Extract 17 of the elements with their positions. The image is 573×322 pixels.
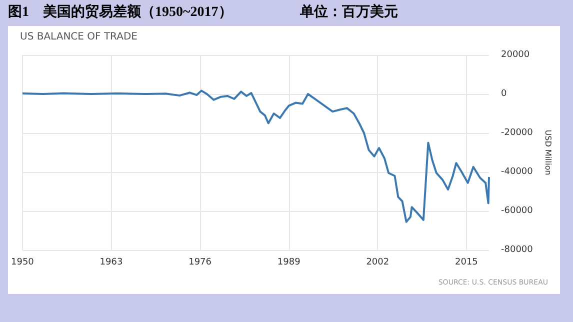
x-tick-label: 2015 [455,258,478,268]
y-tick-label: 20000 [501,50,530,60]
y-tick-label: -40000 [501,167,534,177]
y-tick-label: -80000 [501,245,534,255]
x-tick-label: 1963 [100,258,123,268]
y-tick-label: 0 [501,89,507,99]
x-tick-label: 2002 [366,258,390,268]
chart-subtitle: 单位：百万美元 [300,3,398,21]
y-axis-title: USD Million [543,130,552,176]
y-tick-label: -20000 [501,128,534,138]
chart-title: 图1 美国的贸易差额（1950~2017） [8,3,232,21]
text: US BALANCE OF TRADE [20,32,138,42]
x-tick-label: 1989 [277,258,301,268]
y-tick-label: -60000 [501,206,534,216]
line-series [21,90,490,223]
x-tick-label: 1976 [188,258,212,268]
x-tick-label: 1950 [11,258,34,268]
